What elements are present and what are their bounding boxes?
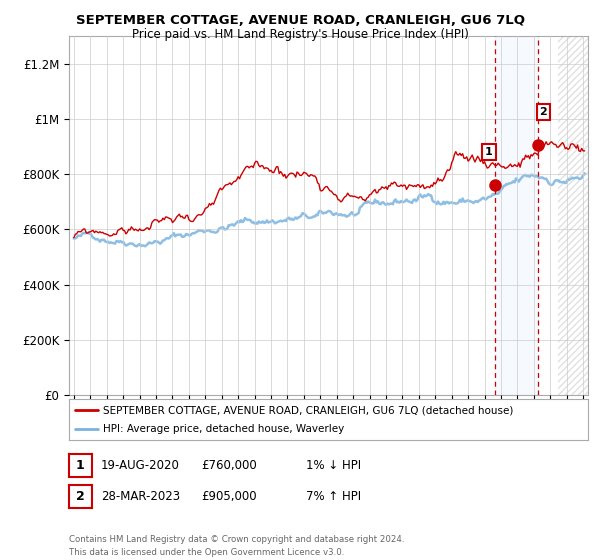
Text: £905,000: £905,000 xyxy=(201,490,257,503)
Text: SEPTEMBER COTTAGE, AVENUE ROAD, CRANLEIGH, GU6 7LQ: SEPTEMBER COTTAGE, AVENUE ROAD, CRANLEIG… xyxy=(76,14,524,27)
Text: £760,000: £760,000 xyxy=(201,459,257,472)
Text: HPI: Average price, detached house, Waverley: HPI: Average price, detached house, Wave… xyxy=(103,424,344,433)
Text: SEPTEMBER COTTAGE, AVENUE ROAD, CRANLEIGH, GU6 7LQ (detached house): SEPTEMBER COTTAGE, AVENUE ROAD, CRANLEIG… xyxy=(103,405,513,415)
Text: 1% ↓ HPI: 1% ↓ HPI xyxy=(306,459,361,472)
Text: 1: 1 xyxy=(485,147,493,157)
Bar xyxy=(495,36,538,395)
Text: 2: 2 xyxy=(539,107,547,117)
Text: 28-MAR-2023: 28-MAR-2023 xyxy=(101,490,180,503)
Text: 7% ↑ HPI: 7% ↑ HPI xyxy=(306,490,361,503)
Bar xyxy=(559,36,588,395)
Text: 19-AUG-2020: 19-AUG-2020 xyxy=(101,459,179,472)
Text: 2: 2 xyxy=(76,490,85,503)
Text: 1: 1 xyxy=(76,459,85,472)
Text: Price paid vs. HM Land Registry's House Price Index (HPI): Price paid vs. HM Land Registry's House … xyxy=(131,28,469,41)
Text: Contains HM Land Registry data © Crown copyright and database right 2024.
This d: Contains HM Land Registry data © Crown c… xyxy=(69,535,404,557)
